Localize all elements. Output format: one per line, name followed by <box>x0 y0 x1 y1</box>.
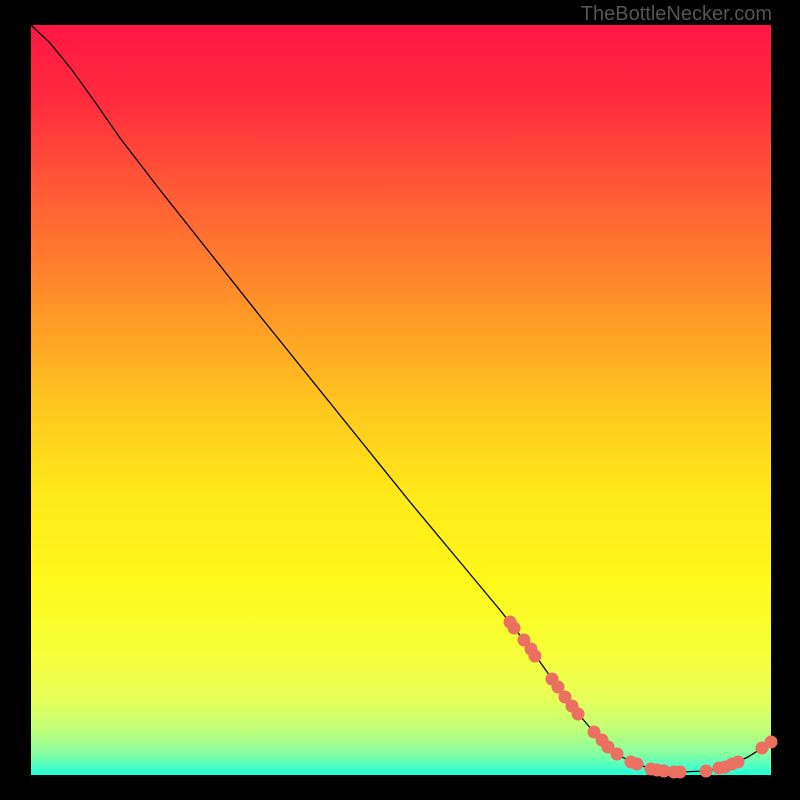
watermark-text: TheBottleNecker.com <box>581 3 772 26</box>
plot-background <box>31 25 771 775</box>
data-marker <box>674 766 687 779</box>
data-marker <box>765 736 778 749</box>
chart-container: { "chart": { "type": "line", "width": 80… <box>0 0 800 800</box>
data-marker <box>572 708 585 721</box>
data-marker <box>700 765 713 778</box>
data-marker <box>611 748 624 761</box>
data-marker <box>732 756 745 769</box>
data-marker <box>631 758 644 771</box>
chart-svg <box>0 0 800 800</box>
data-marker <box>508 622 521 635</box>
data-marker <box>529 650 542 663</box>
